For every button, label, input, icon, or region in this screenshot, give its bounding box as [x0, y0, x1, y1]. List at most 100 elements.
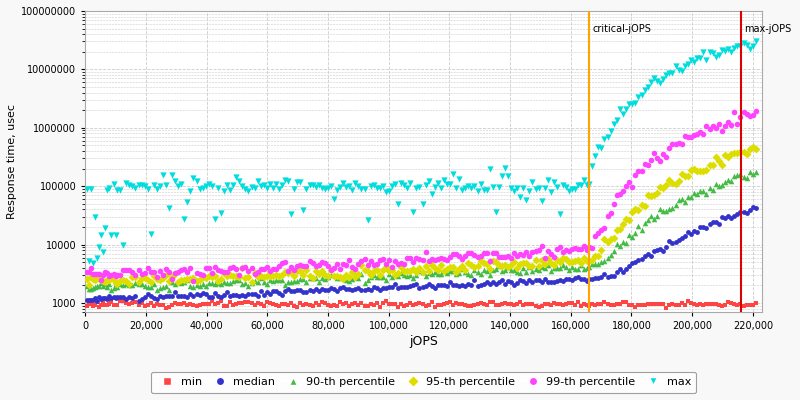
95-th percentile	[722, 154, 734, 160]
95-th percentile	[367, 268, 380, 274]
99-th percentile	[199, 264, 212, 271]
max	[514, 194, 526, 200]
90-th percentile	[138, 282, 151, 289]
90-th percentile	[453, 270, 466, 276]
median	[498, 280, 511, 287]
max	[728, 44, 741, 51]
90-th percentile	[169, 280, 182, 287]
99-th percentile	[505, 255, 518, 262]
min	[150, 301, 163, 308]
median	[273, 290, 286, 297]
95-th percentile	[166, 274, 178, 281]
median	[343, 286, 356, 293]
99-th percentile	[532, 247, 545, 253]
max	[607, 121, 620, 127]
95-th percentile	[532, 262, 545, 269]
max	[379, 188, 392, 195]
min	[718, 302, 731, 308]
99-th percentile	[517, 252, 530, 258]
max	[211, 184, 224, 191]
min	[202, 301, 215, 308]
90-th percentile	[364, 274, 377, 280]
max	[490, 209, 502, 215]
median	[310, 285, 322, 292]
90-th percentile	[187, 284, 200, 290]
max	[206, 182, 218, 189]
95-th percentile	[107, 277, 120, 283]
95-th percentile	[343, 274, 356, 281]
min	[82, 300, 95, 306]
90-th percentile	[620, 240, 633, 246]
90-th percentile	[578, 265, 591, 272]
95-th percentile	[327, 273, 340, 280]
median	[190, 291, 203, 298]
95-th percentile	[184, 276, 197, 282]
95-th percentile	[620, 216, 633, 222]
90-th percentile	[337, 274, 350, 280]
max	[236, 182, 249, 189]
max	[718, 48, 731, 54]
min	[325, 302, 338, 309]
max	[276, 182, 289, 188]
99-th percentile	[135, 270, 148, 277]
median	[392, 284, 405, 291]
min	[318, 300, 331, 306]
median	[632, 257, 645, 264]
max	[97, 248, 110, 255]
max	[278, 177, 291, 183]
min	[278, 300, 291, 307]
99-th percentile	[483, 257, 496, 264]
90-th percentile	[419, 273, 432, 280]
90-th percentile	[254, 275, 267, 281]
min	[103, 301, 116, 308]
99-th percentile	[251, 269, 264, 275]
99-th percentile	[306, 260, 319, 266]
99-th percentile	[114, 272, 126, 278]
99-th percentile	[715, 128, 728, 134]
min	[303, 302, 316, 308]
max	[386, 182, 398, 189]
95-th percentile	[644, 193, 657, 199]
max	[620, 106, 633, 112]
min	[355, 300, 368, 306]
median	[260, 289, 273, 295]
min	[562, 300, 575, 306]
min	[178, 300, 190, 306]
99-th percentile	[303, 258, 316, 264]
90-th percentile	[99, 281, 112, 288]
max	[622, 101, 635, 108]
90-th percentile	[110, 284, 123, 290]
95-th percentile	[138, 274, 151, 281]
90-th percentile	[300, 279, 313, 285]
95-th percentile	[685, 167, 698, 174]
max	[147, 182, 160, 188]
median	[731, 211, 744, 218]
90-th percentile	[450, 270, 462, 277]
95-th percentile	[144, 279, 157, 285]
min	[142, 302, 154, 308]
median	[248, 291, 261, 297]
90-th percentile	[107, 284, 120, 291]
max	[312, 181, 325, 188]
99-th percentile	[607, 200, 620, 207]
max	[93, 244, 106, 250]
95-th percentile	[206, 274, 218, 280]
max	[493, 183, 506, 190]
max	[297, 207, 310, 213]
95-th percentile	[660, 182, 673, 188]
90-th percentile	[712, 183, 725, 189]
max	[196, 185, 209, 192]
median	[364, 287, 377, 293]
min	[327, 302, 340, 308]
99-th percentile	[374, 257, 386, 263]
95-th percentile	[663, 177, 676, 184]
max	[428, 184, 441, 190]
min	[297, 302, 310, 308]
min	[154, 302, 166, 308]
max	[89, 214, 102, 220]
max	[358, 186, 371, 192]
max	[589, 153, 602, 160]
99-th percentile	[318, 260, 331, 266]
min	[441, 300, 454, 306]
99-th percentile	[80, 268, 93, 275]
